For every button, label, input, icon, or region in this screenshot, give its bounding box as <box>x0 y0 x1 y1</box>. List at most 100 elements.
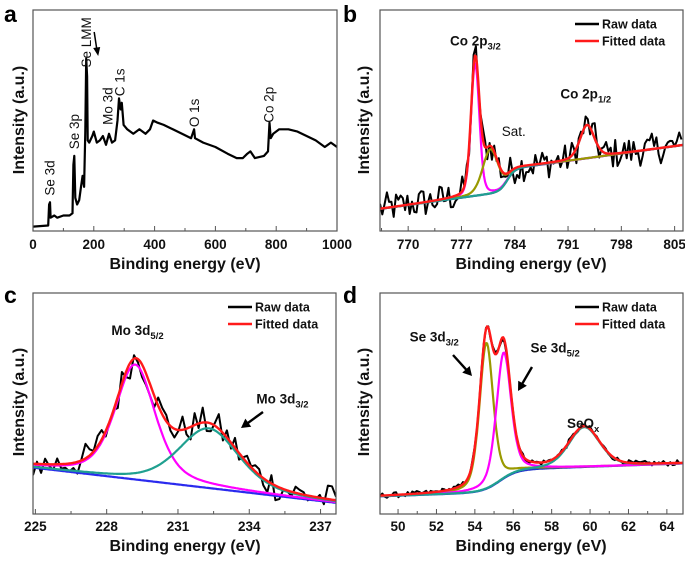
panel-d: d 50 52 54 56 58 60 62 64 Binding energy (eV) Inte… <box>343 282 683 555</box>
x-tick-label: 791 <box>557 237 580 252</box>
panel-letter: c <box>4 282 17 308</box>
panel-letter: a <box>4 1 17 27</box>
x-tick-label: 798 <box>610 237 633 252</box>
plot-area <box>33 354 336 506</box>
legend-label: Raw data <box>602 301 658 315</box>
legend-label: Raw data <box>602 18 658 32</box>
x-tick-label: 1000 <box>322 237 352 252</box>
peak-label-subscript: 3/2 <box>488 41 501 52</box>
peak-label: Se LMM <box>79 17 94 67</box>
x-tick-label: 800 <box>265 237 288 252</box>
arrow-icon <box>452 354 469 373</box>
x-axis-title: Binding energy (eV) <box>109 538 260 555</box>
x-tick-label: 52 <box>429 519 444 534</box>
x-tick-label: 225 <box>24 519 47 534</box>
peak-label: Mo 3d5/2 <box>111 323 163 342</box>
fit-component-line <box>380 62 683 210</box>
x-tick-label: 231 <box>167 519 190 534</box>
x-tick-label: 400 <box>143 237 166 252</box>
fit-component-line <box>380 342 683 498</box>
x-tick-label: 58 <box>544 519 560 534</box>
y-axis-title: Intensity (a.u.) <box>356 348 373 456</box>
peak-label: Mo 3d3/2 <box>256 392 308 411</box>
y-axis-title: Intensity (a.u.) <box>11 66 28 174</box>
arrowhead-icon <box>518 380 527 391</box>
peak-label-main: Co 2p <box>450 33 488 48</box>
fitted-data-line <box>380 325 683 497</box>
x-tick-label: 50 <box>391 519 406 534</box>
x-tick-label: 777 <box>450 237 473 252</box>
x-tick-label: 228 <box>95 519 118 534</box>
peak-label: Se 3p <box>67 114 82 149</box>
y-axis-title: Intensity (a.u.) <box>356 66 373 174</box>
peak-label-main: Se 3d <box>410 330 446 345</box>
peak-label-main: Co 2p <box>560 86 598 101</box>
x-tick-label: 60 <box>583 519 598 534</box>
peak-label: Co 2p <box>262 87 277 123</box>
raw-data-line <box>380 45 683 218</box>
y-axis-title: Intensity (a.u.) <box>11 348 28 456</box>
plot-area <box>380 45 683 218</box>
x-tick-label: 600 <box>204 237 227 252</box>
plot-frame <box>379 292 684 515</box>
peak-label: Mo 3d <box>100 87 115 125</box>
x-tick-label: 200 <box>83 237 106 252</box>
fitted-data-line <box>380 54 683 210</box>
panel-a: a 0 200 400 600 800 1000 Binding energy (eV) Int… <box>4 1 352 273</box>
fit-component-line <box>380 351 683 498</box>
x-tick-label: 56 <box>506 519 522 534</box>
fit-component-line <box>33 363 336 504</box>
peak-label: SeOx <box>567 416 600 435</box>
peak-label: O 1s <box>187 98 202 127</box>
peak-label: Co 2p1/2 <box>560 86 611 105</box>
x-tick-label: 237 <box>309 519 332 534</box>
legend-label: Fitted data <box>602 35 666 49</box>
plot-frame <box>32 9 338 232</box>
fit-component-line <box>33 427 336 503</box>
peak-label-main: Se 3d <box>531 341 567 356</box>
peak-label-subscript: 3/2 <box>295 400 308 411</box>
plot-area <box>33 57 337 228</box>
peak-label-subscript: 3/2 <box>446 338 459 349</box>
peak-label-subscript: 1/2 <box>598 94 611 105</box>
legend-label: Fitted data <box>602 318 666 332</box>
x-tick-label: 64 <box>659 519 675 534</box>
x-tick-label: 234 <box>238 519 261 534</box>
x-axis-title: Binding energy (eV) <box>109 256 260 273</box>
x-tick-label: 0 <box>29 237 37 252</box>
arrowhead-icon <box>93 47 101 56</box>
baseline-line <box>33 466 336 504</box>
x-tick-label: 62 <box>621 519 636 534</box>
peak-label: C 1s <box>113 68 128 96</box>
x-tick-label: 770 <box>397 237 420 252</box>
x-tick-label: 805 <box>663 237 685 252</box>
legend-label: Raw data <box>255 301 311 315</box>
peak-label: Sat. <box>502 124 526 139</box>
plot-area <box>380 325 683 499</box>
peak-label-main: SeO <box>567 416 594 431</box>
peak-label-subscript: 5/2 <box>150 331 163 342</box>
x-tick-label: 54 <box>467 519 483 534</box>
plot-frame <box>379 9 684 232</box>
panel-letter: b <box>343 1 357 27</box>
peak-label-subscript: x <box>594 424 600 435</box>
peak-label-main: Sat. <box>502 124 526 139</box>
arrowhead-icon <box>241 418 252 428</box>
arrow-icon <box>519 366 534 387</box>
panel-b: b 770 777 784 791 798 805 Binding energy (eV) In… <box>343 1 685 273</box>
peak-label: Se 3d3/2 <box>410 330 459 349</box>
x-axis-title: Binding energy (eV) <box>455 538 606 555</box>
panel-c: c 225 228 231 234 237 Binding energy (eV) Inten… <box>4 282 336 555</box>
survey-spectrum-line <box>33 57 337 228</box>
peak-label: Se 3d <box>43 160 58 195</box>
peak-label-main: Mo 3d <box>111 323 150 338</box>
peak-label: Co 2p3/2 <box>450 33 501 52</box>
peak-label: Se 3d5/2 <box>531 341 580 360</box>
legend-label: Fitted data <box>255 318 319 332</box>
panel-letter: d <box>343 282 357 308</box>
x-axis-title: Binding energy (eV) <box>455 256 606 273</box>
arrowhead-icon <box>462 365 472 376</box>
peak-label-main: Mo 3d <box>256 392 295 407</box>
peak-label-subscript: 5/2 <box>567 349 580 360</box>
